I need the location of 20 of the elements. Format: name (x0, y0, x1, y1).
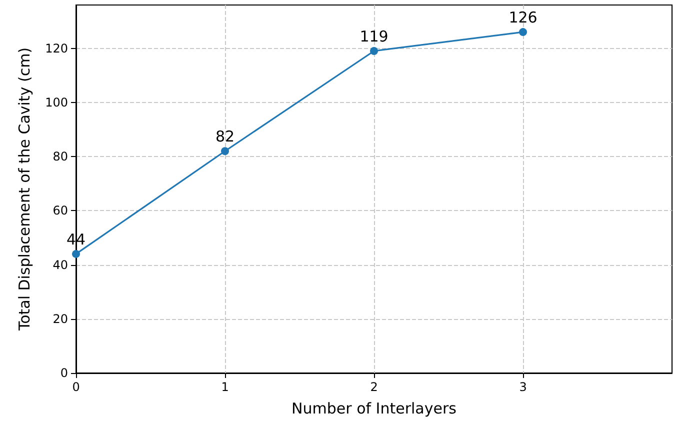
y-tick-label: 120 (45, 41, 68, 56)
data-label: 82 (215, 128, 235, 146)
point (221, 147, 229, 156)
x-tick-label: 0 (72, 380, 80, 394)
y-tick-label: 80 (52, 150, 68, 164)
y-axis-title: Total Displacement of the Cavity (cm) (16, 47, 34, 332)
data-label: 119 (360, 28, 388, 46)
x-tick-label: 1 (221, 380, 229, 394)
y-tick-label: 0 (60, 366, 68, 380)
y-tick-label: 40 (52, 258, 68, 272)
point (370, 47, 378, 55)
x-tick-label: 3 (519, 380, 527, 394)
x-tick-label: 2 (370, 380, 378, 394)
x-axis-title: Number of Interlayers (292, 400, 457, 418)
y-tick-label: 100 (45, 95, 68, 110)
data-label: 126 (508, 8, 538, 27)
point (519, 28, 527, 36)
y-tick-label: 60 (52, 204, 68, 218)
point (72, 250, 80, 258)
y-tick-label: 20 (52, 312, 68, 326)
